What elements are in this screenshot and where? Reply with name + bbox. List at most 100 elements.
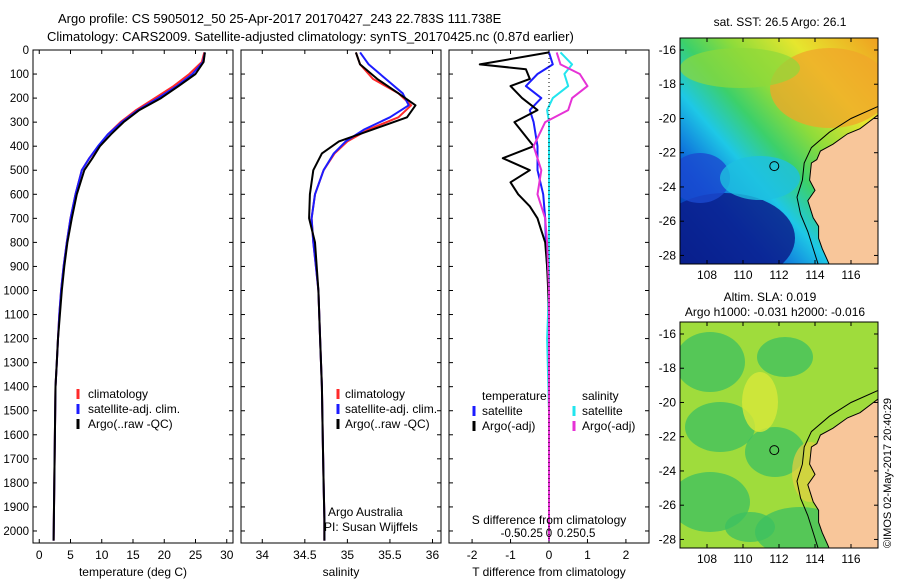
map-field	[680, 38, 878, 264]
y-tick-label: -20	[659, 395, 677, 409]
x-tick-label: 30	[220, 548, 234, 562]
y-tick-label: -22	[659, 146, 677, 160]
legend-label: climatology	[88, 387, 148, 401]
x-axis-label: temperature (deg C)	[79, 565, 187, 579]
legend-label: climatology	[345, 387, 405, 401]
green-patch	[680, 48, 800, 88]
y-tick-label: -28	[659, 248, 677, 262]
s-tick-label: 0	[546, 528, 552, 540]
argo-position-marker	[769, 161, 780, 172]
y-tick-label: 200	[10, 93, 29, 105]
y-tick-label: -22	[659, 430, 677, 444]
map-sla_map: 108 110 112 114 116 -16 -18 -20 -22 -24 -26 -28 Alti…	[659, 290, 879, 566]
legend-label: satellite	[482, 404, 523, 418]
y-tick-label: 100	[10, 69, 29, 81]
series-line-argo---raw--qc-	[308, 52, 417, 541]
plot-frame	[32, 49, 234, 544]
y-tick-label: 1200	[3, 334, 29, 346]
x-tick-label: 10	[95, 548, 109, 562]
x-tick-label: 110	[733, 552, 752, 566]
cool-patch	[680, 153, 730, 203]
y-tick-label: 1100	[4, 310, 29, 322]
series-line-argo---raw--qc-	[52, 52, 206, 541]
x-axis-label: salinity	[323, 565, 360, 579]
x-tick-label: 114	[805, 552, 824, 566]
argo-position-marker	[769, 445, 780, 456]
x-tick-label: 0	[36, 548, 43, 562]
legend-title-temperature: temperature	[482, 389, 547, 403]
s-tick-label: 0.5	[579, 528, 595, 540]
legend-label: satellite-adj. clim.	[345, 402, 437, 416]
y-tick-label: 600	[10, 189, 29, 201]
y-tick-label: 1500	[3, 406, 29, 418]
map-field	[680, 322, 878, 548]
y-tick-label: 1400	[3, 382, 29, 394]
annotation-pi: PI: Susan Wijffels	[324, 520, 418, 534]
legend-label: Argo(..raw -QC)	[345, 417, 430, 431]
x-tick-label: 34	[256, 548, 270, 562]
map-title-sla-2: Argo h1000: -0.031 h2000: -0.016	[685, 305, 865, 319]
x-tick-label: 1	[584, 548, 591, 562]
s-tick-label: -0.5	[501, 528, 521, 540]
s-tick-label: -0.25	[517, 528, 543, 540]
y-tick-label: -28	[659, 532, 677, 546]
sla-low-blob	[685, 402, 755, 452]
y-tick-label: 1800	[3, 478, 29, 490]
annotation-agency: Argo Australia	[328, 505, 403, 519]
cold-patch	[680, 193, 795, 264]
y-tick-label: -26	[659, 214, 677, 228]
x-tick-label: 116	[841, 552, 860, 566]
y-tick-label: 700	[10, 213, 29, 225]
y-tick-label: 1300	[3, 358, 29, 370]
plot-frame	[240, 49, 442, 544]
y-tick-label: -18	[659, 77, 677, 91]
y-tick-label: 900	[10, 261, 29, 273]
y-tick-label: 1000	[3, 285, 29, 297]
y-tick-label: 1900	[3, 502, 29, 514]
sla-low-blob	[680, 332, 745, 392]
x-tick-label: 35	[341, 548, 355, 562]
y-tick-label: 0	[23, 45, 29, 57]
x-tick-label: 35.5	[378, 548, 402, 562]
panel-salinity: 34 34.5 35 35.5 36 salinity climatologysatelli…	[240, 49, 442, 579]
legend-label: satellite	[582, 404, 623, 418]
y-tick-label: -24	[659, 180, 677, 194]
y-tick-label: -16	[659, 327, 677, 341]
x-tick-label: 112	[769, 552, 788, 566]
sla-low-blob	[725, 512, 775, 542]
map-title-sst: sat. SST: 26.5 Argo: 26.1	[714, 15, 847, 29]
x-tick-label: 108	[697, 552, 717, 566]
x-tick-label: 20	[158, 548, 172, 562]
x-tick-label: 110	[733, 268, 752, 282]
sla-low-blob	[757, 337, 813, 377]
panel-temperature: 0100200300400500600700800900100011001200…	[3, 45, 233, 579]
map-title-sla-1: Altim. SLA: 0.019	[724, 290, 817, 304]
y-tick-label: 2000	[3, 526, 29, 538]
x-axis-label: T difference from climatology	[472, 565, 626, 579]
shelf-contour	[796, 106, 878, 264]
x-tick-label: 116	[841, 268, 860, 282]
land-australia	[807, 398, 878, 548]
series-line-argo--adj-	[478, 51, 550, 541]
legend-title-salinity: salinity	[582, 389, 619, 403]
y-tick-label: -26	[659, 498, 677, 512]
cyan-patch	[720, 156, 800, 200]
x-tick-label: 25	[189, 548, 203, 562]
figure-title-line1: Argo profile: CS 5905012_50 25-Apr-2017 …	[58, 11, 502, 26]
x-tick-label: 114	[805, 268, 824, 282]
series-line-argo--adj-	[532, 52, 589, 541]
y-tick-label: 300	[10, 117, 29, 129]
y-tick-label: 400	[10, 141, 29, 153]
y-tick-label: 1600	[3, 430, 29, 442]
y-tick-label: 1700	[3, 454, 29, 466]
sla-high-blob	[742, 372, 778, 432]
x-tick-label: 5	[67, 548, 74, 562]
x-tick-label: 2	[623, 548, 630, 562]
figure-title-line2: Climatology: CARS2009. Satellite-adjuste…	[47, 29, 574, 44]
y-tick-label: 500	[10, 165, 29, 177]
sla-low-blob	[745, 427, 805, 477]
legend-label: Argo(-adj)	[482, 419, 535, 433]
y-tick-label: -24	[659, 464, 677, 478]
x-tick-label: 34.5	[293, 548, 317, 562]
